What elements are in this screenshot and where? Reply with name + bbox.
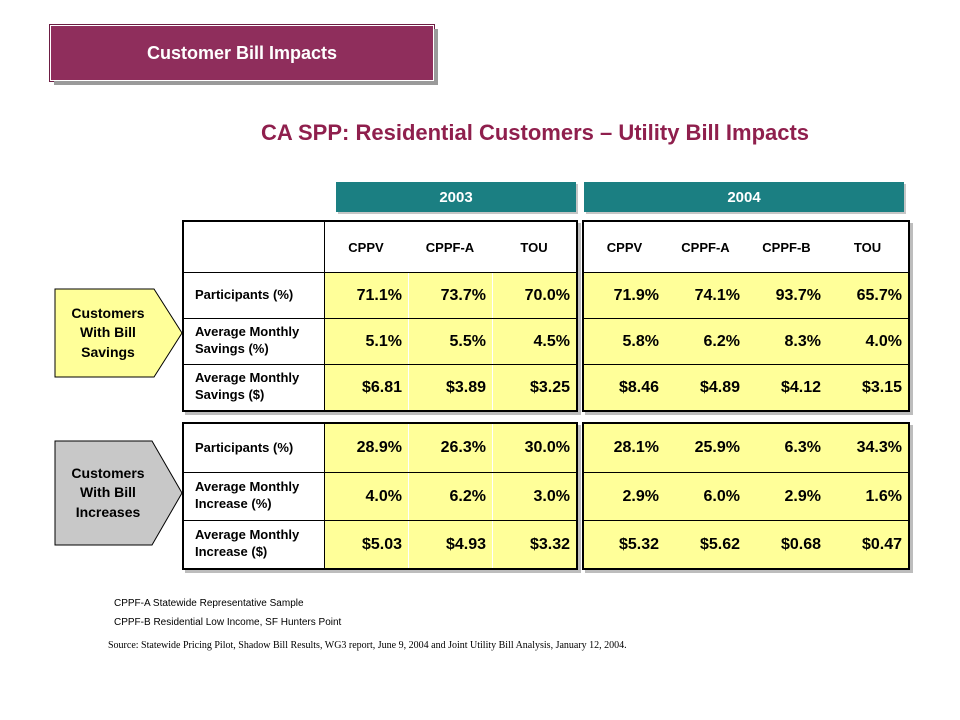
footnote-cppf-b: CPPF-B Residential Low Income, SF Hunter… [114, 617, 342, 628]
savings-table-2004: CPPV CPPF-A CPPF-B TOU 71.9% 74.1% 93.7%… [582, 220, 910, 412]
savings-side-text: Customers With Bill Savings [71, 304, 145, 360]
increases-table-2004: 28.1% 25.9% 6.3% 34.3% 2.9% 6.0% 2.9% 1.… [582, 422, 910, 570]
value-cell: $4.12 [746, 365, 827, 410]
arrow-shape [54, 440, 183, 546]
page-title: CA SPP: Residential Customers – Utility … [260, 120, 810, 145]
row-label-avg-increase-dollar: Average Monthly Increase ($) [195, 527, 300, 559]
grid-line [184, 318, 576, 319]
source-note: Source: Statewide Pricing Pilot, Shadow … [108, 640, 627, 651]
value-cell: 1.6% [827, 473, 908, 520]
value-cell: $3.32 [493, 521, 576, 568]
year-header-2004: 2004 [584, 182, 904, 212]
value-cell: 2.9% [746, 473, 827, 520]
value-cell: 71.9% [584, 273, 665, 318]
value-cell: 25.9% [665, 424, 746, 472]
value-cell: $4.93 [409, 521, 492, 568]
row-label-participants: Participants (%) [195, 439, 294, 455]
increases-side-text: Customers With Bill Increases [71, 464, 145, 520]
value-cell: 5.8% [584, 319, 665, 364]
grid-line [324, 222, 325, 410]
value-cell: 93.7% [746, 273, 827, 318]
value-cell: 30.0% [493, 424, 576, 472]
value-cell: 73.7% [409, 273, 492, 318]
value-cell: $3.15 [827, 365, 908, 410]
row-label-participants: Participants (%) [195, 286, 294, 302]
col-header-cppv: CPPV [606, 239, 643, 255]
value-cell: 65.7% [827, 273, 908, 318]
grid-line [184, 272, 576, 273]
grid-line [184, 364, 576, 365]
grid-line [584, 318, 908, 319]
arrow-shape [54, 288, 183, 378]
row-label-avg-increase-pct: Average Monthly Increase (%) [195, 479, 300, 511]
value-cell: 3.0% [493, 473, 576, 520]
value-cell: $4.89 [665, 365, 746, 410]
col-header-cppf-a: CPPF-A [681, 239, 730, 255]
footnote-cppf-a: CPPF-A Statewide Representative Sample [114, 598, 304, 609]
grid-line [584, 272, 908, 273]
value-cell: 4.0% [325, 473, 408, 520]
row-label-avg-savings-dollar: Average Monthly Savings ($) [195, 370, 300, 402]
grid-line [584, 364, 908, 365]
col-header-cppf-b: CPPF-B [762, 239, 811, 255]
value-cell: 70.0% [493, 273, 576, 318]
row-label-avg-savings-pct: Average Monthly Savings (%) [195, 324, 300, 356]
savings-table-2003: CPPV CPPF-A TOU Participants (%) Average… [182, 220, 578, 412]
savings-side-label: Customers With Bill Savings [54, 288, 184, 378]
value-cell: 34.3% [827, 424, 908, 472]
col-header-tou: TOU [853, 239, 882, 255]
value-cell: $6.81 [325, 365, 408, 410]
value-cell: 5.1% [325, 319, 408, 364]
value-cell: 71.1% [325, 273, 408, 318]
increases-side-label: Customers With Bill Increases [54, 440, 184, 546]
grid-line [584, 520, 908, 521]
value-cell: 28.1% [584, 424, 665, 472]
value-cell: 6.3% [746, 424, 827, 472]
value-cell: 28.9% [325, 424, 408, 472]
value-cell: 6.2% [409, 473, 492, 520]
col-header-cppf-a: CPPF-A [425, 239, 475, 255]
grid-line [184, 520, 576, 521]
value-cell: $3.89 [409, 365, 492, 410]
value-cell: 4.0% [827, 319, 908, 364]
value-cell: 2.9% [584, 473, 665, 520]
value-cell: $3.25 [493, 365, 576, 410]
col-header-cppv: CPPV [348, 239, 384, 255]
value-cell: 5.5% [409, 319, 492, 364]
value-cell: $8.46 [584, 365, 665, 410]
grid-line [584, 472, 908, 473]
col-header-tou: TOU [520, 239, 548, 255]
value-cell: 8.3% [746, 319, 827, 364]
grid-line [324, 424, 325, 568]
value-cell: $5.32 [584, 521, 665, 568]
value-cell: 6.0% [665, 473, 746, 520]
header-badge: Customer Bill Impacts [50, 25, 434, 81]
value-cell: 74.1% [665, 273, 746, 318]
value-cell: $0.68 [746, 521, 827, 568]
value-cell: $0.47 [827, 521, 908, 568]
value-cell: 4.5% [493, 319, 576, 364]
value-cell: $5.03 [325, 521, 408, 568]
grid-line [184, 472, 576, 473]
year-header-2003: 2003 [336, 182, 576, 212]
value-cell: $5.62 [665, 521, 746, 568]
value-cell: 6.2% [665, 319, 746, 364]
increases-table-2003: Participants (%) Average Monthly Increase… [182, 422, 578, 570]
value-cell: 26.3% [409, 424, 492, 472]
